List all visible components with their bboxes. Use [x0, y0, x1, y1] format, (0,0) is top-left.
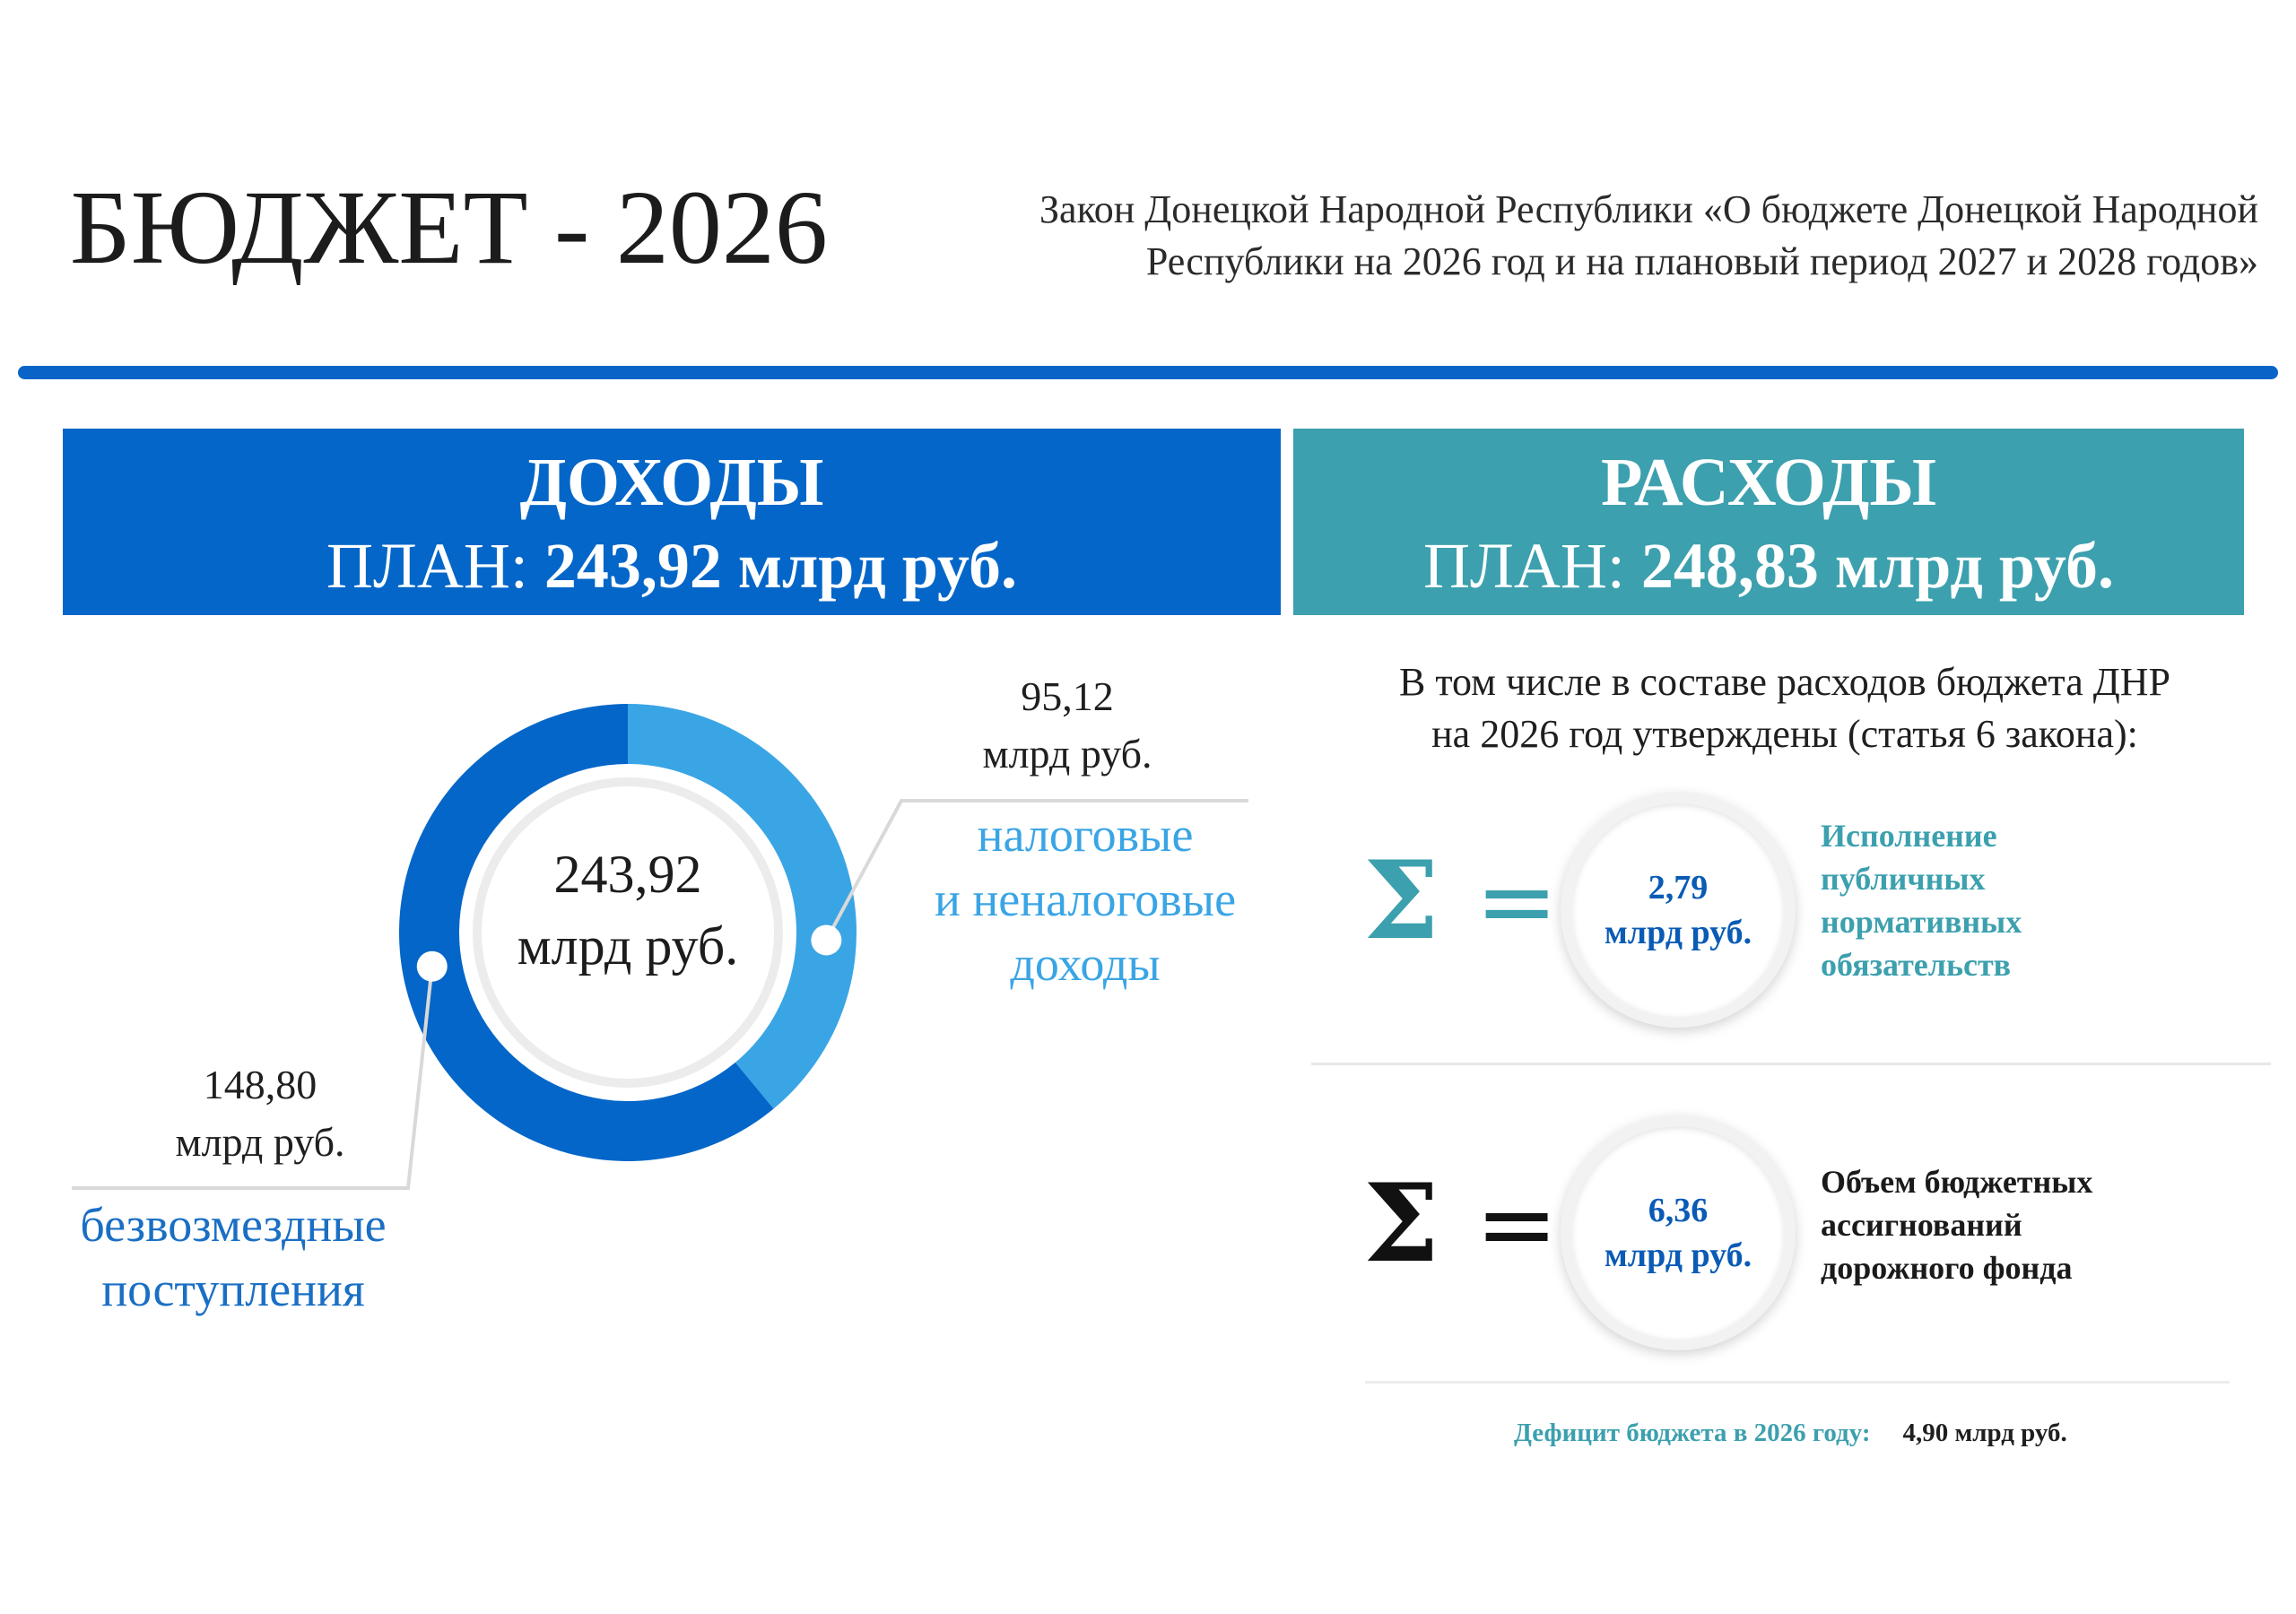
- leader-dot-grant: [416, 950, 448, 982]
- public-obligations-row: Σ = 2,79 млрд руб. Исполнение публичных …: [1336, 780, 2287, 1031]
- tax-value: 95,12: [1021, 673, 1114, 719]
- desc-line: Объем бюджетных: [1821, 1164, 2093, 1200]
- donut-slice-0: [628, 704, 857, 1109]
- deficit-line: Дефицит бюджета в 2026 году: 4,90 млрд ру…: [1514, 1415, 2067, 1451]
- tax-name-3: доходы: [1010, 937, 1161, 991]
- leader-dot-tax: [811, 924, 842, 956]
- donut-center-label: 243,92 млрд руб.: [448, 838, 807, 982]
- income-plan-label: ПЛАН:: [326, 530, 544, 602]
- law-line-2: Республики на 2026 год и на плановый пер…: [1145, 239, 2258, 283]
- sigma-icon: Σ: [1363, 837, 1439, 964]
- expense-header: РАСХОДЫ ПЛАН: 248,83 млрд руб.: [1293, 429, 2244, 615]
- leader-line-tax: [824, 799, 1248, 941]
- value-circle: 2,79 млрд руб.: [1561, 793, 1796, 1028]
- income-header: ДОХОДЫ ПЛАН: 243,92 млрд руб.: [63, 429, 1281, 615]
- expense-intro: В том числе в составе расходов бюджета Д…: [1309, 656, 2260, 760]
- road-fund-desc: Объем бюджетных ассигнований дорожного ф…: [1821, 1160, 2092, 1289]
- tax-name-1: налоговые: [977, 808, 1194, 862]
- slice-label-tax-name: налоговые и неналоговые доходы: [888, 803, 1283, 996]
- desc-line: дорожного фонда: [1821, 1250, 2073, 1286]
- donut-center-value: 243,92: [553, 845, 702, 904]
- expense-plan-value: 248,83 млрд руб.: [1640, 530, 2114, 602]
- tax-name-2: и неналоговые: [934, 872, 1237, 926]
- desc-line: ассигнований: [1821, 1207, 2022, 1243]
- slice-label-tax-value: 95,12 млрд руб.: [933, 668, 1202, 783]
- desc-line: обязательств: [1821, 947, 2012, 983]
- sigma-icon: Σ: [1363, 1160, 1439, 1287]
- tax-unit: млрд руб.: [982, 731, 1152, 777]
- income-plan: ПЛАН: 243,92 млрд руб.: [63, 527, 1281, 604]
- grant-value: 148,80: [203, 1062, 317, 1107]
- donut-inner-ring: [473, 777, 783, 1088]
- expense-plan: ПЛАН: 248,83 млрд руб.: [1293, 527, 2244, 604]
- section-divider: [1311, 1063, 2271, 1065]
- expense-intro-line-1: В том числе в составе расходов бюджета Д…: [1399, 660, 2170, 704]
- road-fund-value: 6,36: [1648, 1192, 1709, 1229]
- deficit-label: Дефицит бюджета в 2026 году:: [1514, 1419, 1871, 1447]
- public-obligations-unit: млрд руб.: [1604, 914, 1752, 951]
- grant-unit: млрд руб.: [175, 1119, 345, 1165]
- page-title: БЮДЖЕТ - 2026: [70, 169, 828, 286]
- public-obligations-desc: Исполнение публичных нормативных обязате…: [1821, 814, 2022, 986]
- law-reference: Закон Донецкой Народной Республики «О бю…: [913, 184, 2258, 288]
- law-line-1: Закон Донецкой Народной Республики «О бю…: [1039, 187, 2258, 231]
- deficit-value: 4,90 млрд руб.: [1902, 1419, 2067, 1447]
- donut-hole: [461, 766, 795, 1099]
- donut-center-unit: млрд руб.: [517, 916, 739, 976]
- income-donut-chart: [72, 704, 1248, 1190]
- grant-name-2: поступления: [101, 1263, 365, 1316]
- equals-icon: =: [1475, 844, 1559, 959]
- equals-icon: =: [1475, 1167, 1559, 1281]
- public-obligations-value: 2,79: [1648, 869, 1709, 907]
- desc-line: нормативных: [1821, 904, 2022, 940]
- grant-name-1: безвозмездные: [80, 1198, 387, 1252]
- road-fund-unit: млрд руб.: [1604, 1237, 1752, 1274]
- expense-title: РАСХОДЫ: [1601, 445, 1936, 520]
- expense-plan-label: ПЛАН:: [1423, 530, 1641, 602]
- header-rule: [18, 366, 2278, 379]
- donut-slice-1: [398, 704, 774, 1161]
- slice-label-grant-name: безвозмездные поступления: [54, 1193, 413, 1322]
- desc-line: Исполнение: [1821, 818, 1997, 854]
- income-title: ДОХОДЫ: [519, 445, 824, 520]
- section-divider: [1365, 1381, 2230, 1384]
- road-fund-row: Σ = 6,36 млрд руб. Объем бюджетных ассиг…: [1336, 1103, 2287, 1354]
- expense-intro-line-2: на 2026 год утверждены (статья 6 закона)…: [1431, 712, 2138, 756]
- slice-label-grant-value: 148,80 млрд руб.: [126, 1056, 395, 1171]
- desc-line: публичных: [1821, 861, 1986, 897]
- income-plan-value: 243,92 млрд руб.: [544, 530, 1017, 602]
- leader-line-grant: [72, 966, 434, 1190]
- value-circle: 6,36 млрд руб.: [1561, 1115, 1796, 1350]
